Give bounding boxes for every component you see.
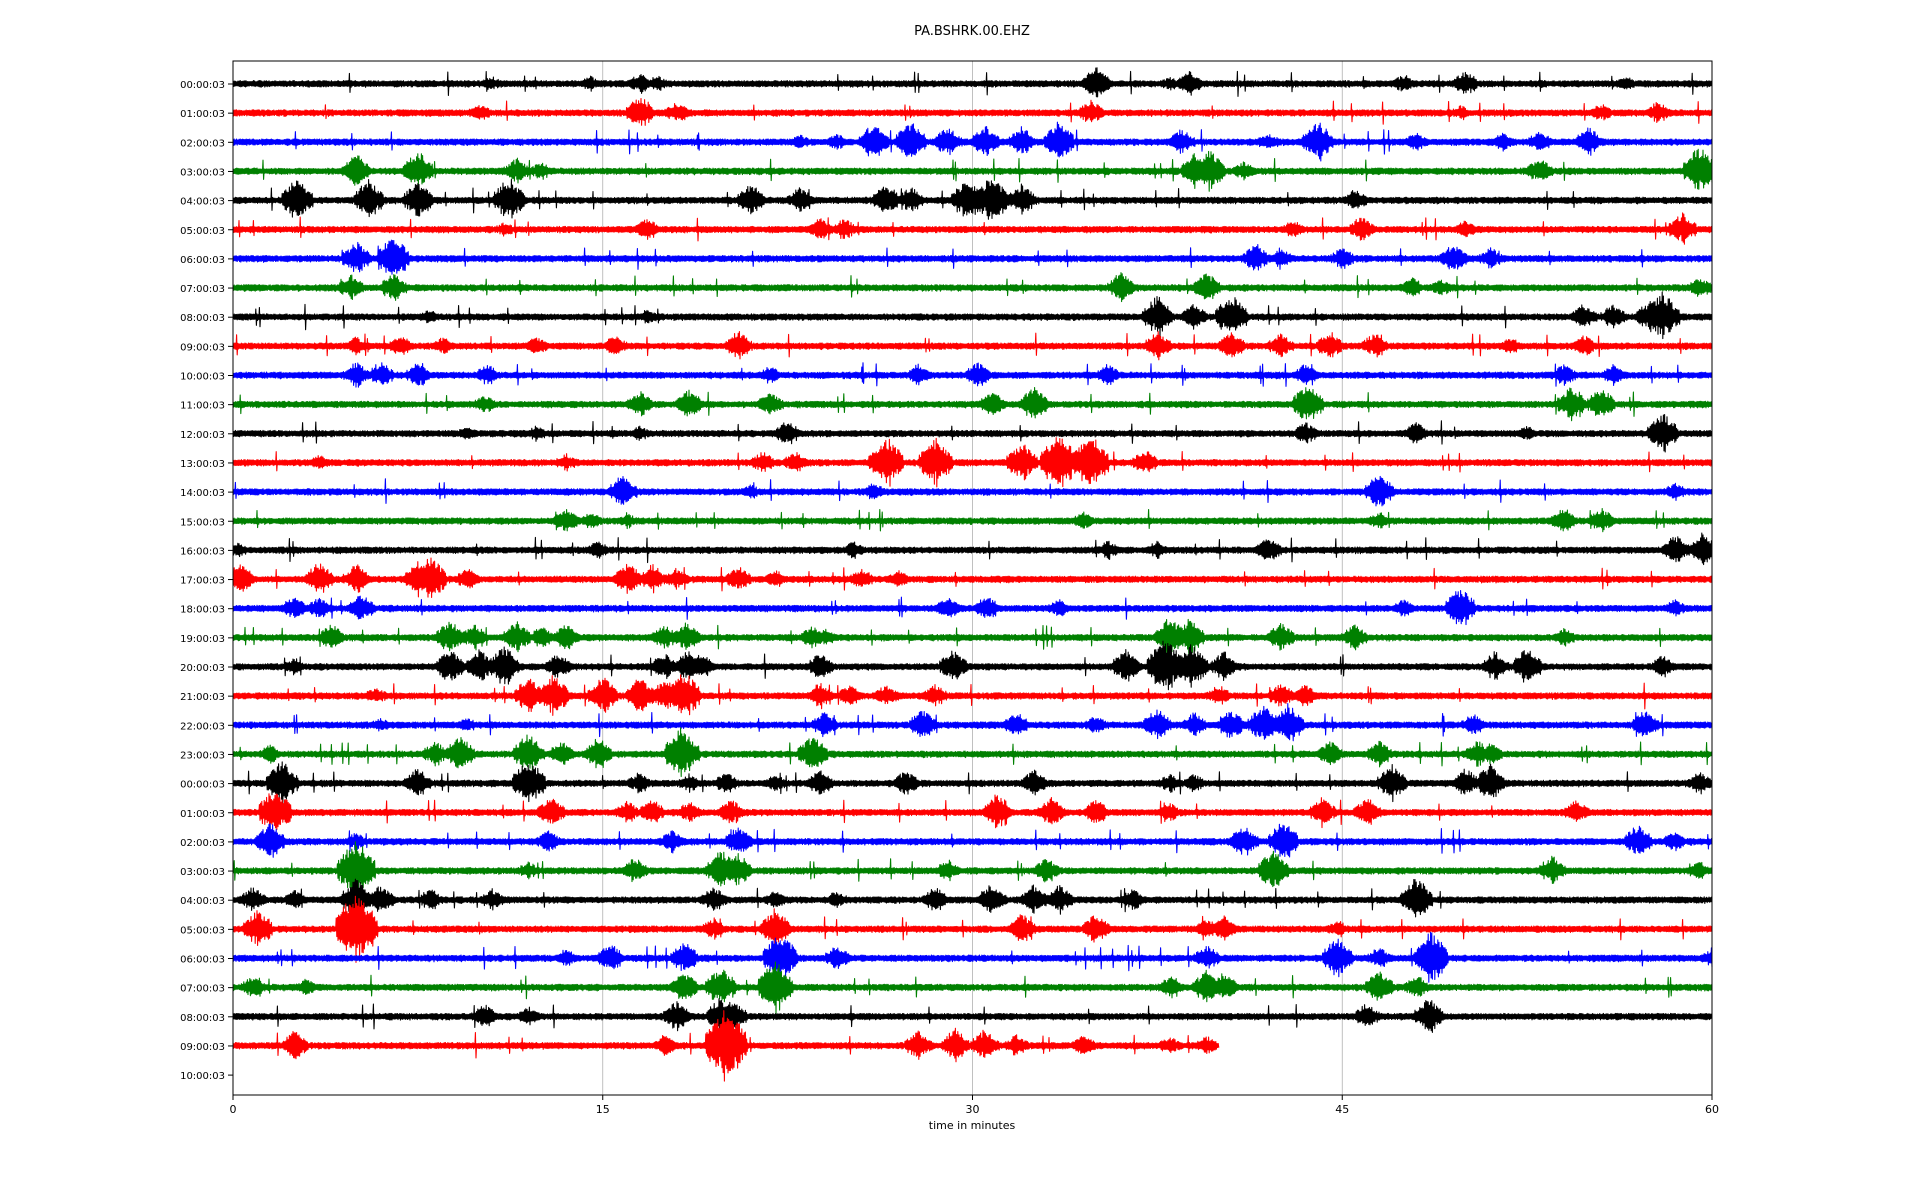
row-label-11: 11:00:03 [180, 401, 225, 412]
x-axis-ticks: 0 15 30 45 60 [230, 1095, 1719, 1116]
row-label-3: 03:00:03 [180, 167, 225, 178]
x-tick-label-1: 15 [596, 1103, 610, 1116]
trace-row-31 [232, 961, 1713, 1014]
row-label-5: 05:00:03 [180, 226, 225, 237]
row-label-7: 07:00:03 [180, 284, 225, 295]
trace-row-7 [232, 272, 1713, 303]
trace-row-10 [232, 362, 1713, 388]
trace-row-15 [232, 507, 1713, 533]
row-label-32: 08:00:03 [180, 1013, 225, 1024]
row-label-33: 09:00:03 [180, 1042, 225, 1053]
row-label-4: 04:00:03 [180, 197, 225, 208]
trace-row-3 [232, 148, 1713, 192]
row-label-13: 13:00:03 [180, 459, 225, 470]
trace-row-18 [232, 590, 1713, 626]
trace-row-21 [232, 674, 1713, 716]
trace-row-14 [232, 475, 1713, 507]
row-label-29: 05:00:03 [180, 925, 225, 936]
row-label-6: 06:00:03 [180, 255, 225, 266]
trace-row-9 [232, 330, 1713, 361]
row-label-9: 09:00:03 [180, 342, 225, 353]
row-label-28: 04:00:03 [180, 896, 225, 907]
x-tick-label-3: 45 [1335, 1103, 1349, 1116]
row-label-12: 12:00:03 [180, 430, 225, 441]
trace-row-5 [232, 212, 1713, 245]
row-label-26: 02:00:03 [180, 838, 225, 849]
row-label-30: 06:00:03 [180, 955, 225, 966]
row-label-24: 00:00:03 [180, 780, 225, 791]
plot-frame [232, 60, 1713, 1096]
row-label-1: 01:00:03 [180, 109, 225, 120]
row-label-20: 20:00:03 [180, 663, 225, 674]
x-tick-label-0: 0 [230, 1103, 237, 1116]
row-label-8: 08:00:03 [180, 313, 225, 324]
trace-row-4 [232, 178, 1713, 220]
trace-row-16 [232, 532, 1713, 566]
trace-row-24 [232, 761, 1713, 805]
row-label-15: 15:00:03 [180, 517, 225, 528]
row-label-0: 00:00:03 [180, 80, 225, 91]
trace-row-6 [232, 239, 1713, 275]
row-label-10: 10:00:03 [180, 372, 225, 383]
trace-row-12 [232, 414, 1713, 453]
trace-row-25 [232, 793, 1713, 831]
x-tick-label-4: 60 [1705, 1103, 1719, 1116]
traces-layer [232, 67, 1713, 1082]
trace-row-2 [232, 121, 1713, 162]
row-label-14: 14:00:03 [180, 488, 225, 499]
x-tick-label-2: 30 [966, 1103, 980, 1116]
trace-row-13 [232, 437, 1713, 488]
trace-row-28 [232, 878, 1713, 918]
trace-row-1 [232, 98, 1713, 126]
trace-row-0 [232, 67, 1713, 98]
row-label-22: 22:00:03 [180, 721, 225, 732]
trace-row-17 [232, 557, 1713, 599]
row-label-16: 16:00:03 [180, 546, 225, 557]
row-label-25: 01:00:03 [180, 809, 225, 820]
row-label-2: 02:00:03 [180, 138, 225, 149]
trace-row-8 [232, 291, 1713, 340]
trace-row-20 [232, 640, 1713, 691]
row-label-18: 18:00:03 [180, 605, 225, 616]
trace-row-30 [232, 931, 1713, 983]
row-label-34: 10:00:03 [180, 1071, 225, 1082]
trace-row-26 [232, 823, 1713, 858]
trace-row-29 [232, 895, 1713, 963]
trace-row-32 [232, 998, 1713, 1033]
row-label-17: 17:00:03 [180, 576, 225, 587]
x-axis-label: time in minutes [929, 1119, 1016, 1132]
trace-row-33 [232, 1010, 1220, 1082]
trace-row-19 [232, 618, 1713, 655]
row-label-21: 21:00:03 [180, 692, 225, 703]
trace-row-22 [232, 703, 1713, 742]
row-label-27: 03:00:03 [180, 867, 225, 878]
trace-row-23 [232, 727, 1713, 778]
trace-row-11 [232, 386, 1713, 422]
row-labels: 00:00:03 01:00:03 02:00:03 03:00:03 04:00:03… [180, 80, 233, 1082]
trace-row-27 [232, 841, 1713, 898]
row-label-23: 23:00:03 [180, 750, 225, 761]
row-label-19: 19:00:03 [180, 634, 225, 645]
chart-title: PA.BSHRK.00.EHZ [914, 24, 1030, 39]
row-label-31: 07:00:03 [180, 984, 225, 995]
